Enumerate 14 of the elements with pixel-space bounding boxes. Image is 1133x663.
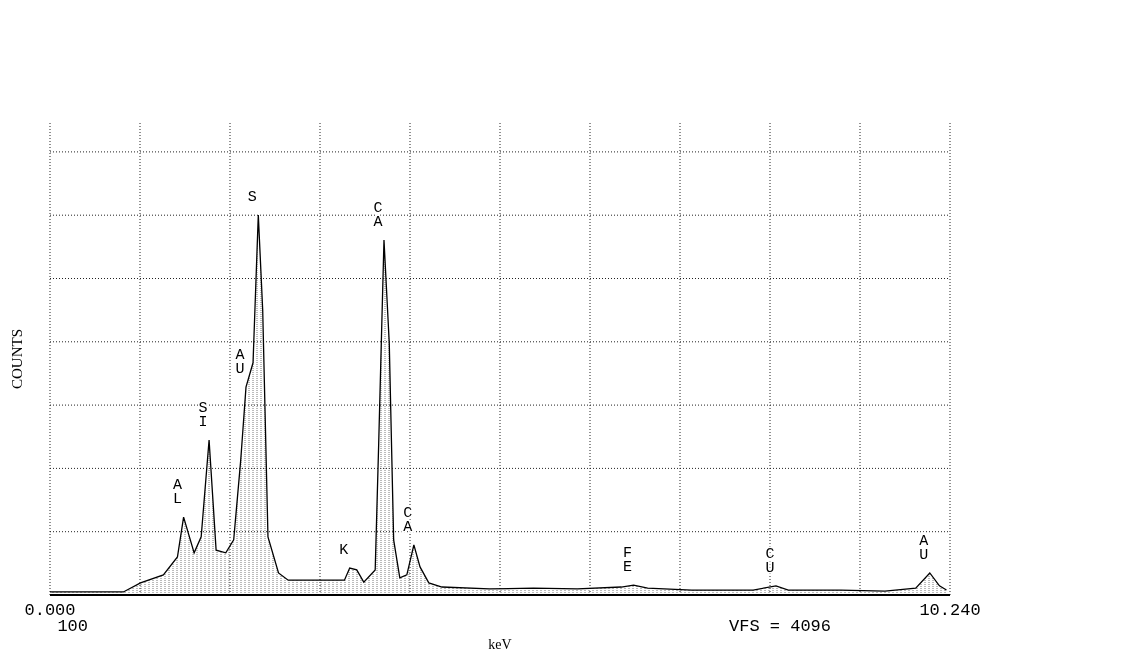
- x-tick-label: 10.240: [919, 601, 981, 621]
- annotation: K: [339, 542, 349, 560]
- annotation: CU: [765, 545, 775, 577]
- annotation: AU: [919, 532, 929, 564]
- annotation: CA: [373, 200, 383, 232]
- y-axis-title: COUNTS: [9, 328, 25, 390]
- annotation: CA: [403, 504, 413, 536]
- x-axis-title: keV: [488, 637, 512, 652]
- annotation: FE: [623, 545, 633, 577]
- annotation: SI: [198, 399, 208, 431]
- annotation: AU: [235, 347, 245, 379]
- annotation: AL: [173, 477, 183, 509]
- annotation: S: [247, 188, 257, 206]
- text: VFS = 4096: [728, 617, 832, 636]
